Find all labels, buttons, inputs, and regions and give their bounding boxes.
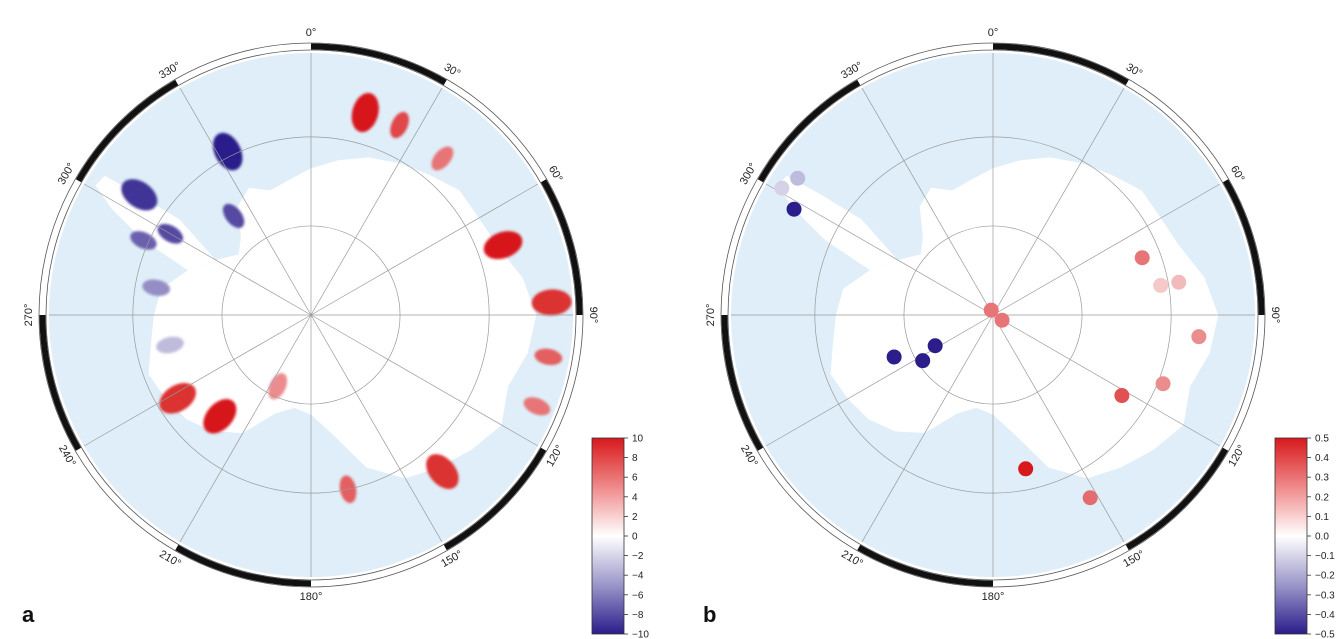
- trend-patch: [203, 399, 237, 434]
- colorbar-a: 10 8 6 4 2 0 −2 −4 −6 −8 −10: [591, 434, 649, 639]
- trend-patch: [431, 146, 454, 171]
- gps-station-marker: [927, 338, 943, 354]
- longitude-label: 120°: [1226, 443, 1248, 469]
- gps-station-marker: [915, 353, 931, 369]
- gps-station-marker: [774, 180, 790, 196]
- longitude-label: 180°: [982, 591, 1005, 603]
- trend-patch: [351, 92, 379, 133]
- colorbar-tick-label: 0.1: [1315, 512, 1329, 523]
- trend-patch: [213, 132, 243, 171]
- graticule-b: [731, 53, 1255, 577]
- longitude-label: 150°: [1121, 548, 1147, 570]
- colorbar-tick-label: −0.1: [1315, 551, 1335, 562]
- longitude-label: 330°: [839, 60, 865, 82]
- colorbar-tick-label: −8: [632, 610, 644, 621]
- longitude-label: 60°: [1228, 164, 1247, 184]
- longitude-label: 270°: [705, 304, 717, 327]
- colorbar-tick-label: 0.5: [1315, 434, 1329, 445]
- colorbar-tick-label: 0.0: [1315, 532, 1329, 543]
- trend-patch: [222, 203, 245, 228]
- panel-a-frame: [38, 42, 584, 588]
- panel-letter-b: b: [703, 602, 716, 627]
- colorbar-tick-label: −10: [632, 630, 649, 639]
- colorbar-tick-label: 6: [632, 473, 638, 484]
- gps-station-marker: [790, 170, 806, 186]
- trend-patches-a: [121, 92, 572, 504]
- colorbar-a-ramp: [591, 437, 625, 635]
- colorbar-tick-label: 0.2: [1315, 492, 1329, 503]
- trend-patch: [483, 231, 523, 260]
- panel-b-frame: [720, 42, 1266, 588]
- longitude-label: 120°: [544, 443, 566, 469]
- graticule-a: [49, 53, 573, 577]
- gps-station-marker: [1155, 376, 1171, 392]
- trend-patch: [268, 373, 288, 400]
- colorbar-b-ramp: [1274, 437, 1308, 635]
- gps-station-marker: [786, 201, 802, 217]
- colorbar-b: 0.5 0.4 0.3 0.2 0.1 0.0 −0.1 −0.2 −0.3 −0.4 −0.5: [1274, 434, 1335, 639]
- longitude-label: 30°: [442, 61, 462, 80]
- longitude-label: 0°: [988, 27, 999, 39]
- antarctic-peninsula-b: [777, 175, 898, 271]
- longitude-label: 30°: [1124, 61, 1144, 80]
- longitude-label: 270°: [23, 304, 35, 327]
- colorbar-tick-label: 8: [632, 453, 638, 464]
- colorbar-tick-label: −6: [632, 590, 644, 601]
- colorbar-tick-label: 0: [632, 532, 638, 543]
- colorbar-tick-label: 10: [632, 434, 644, 445]
- colorbar-tick-label: −2: [632, 551, 644, 562]
- longitude-label: 90°: [587, 307, 599, 324]
- colorbar-tick-label: 4: [632, 492, 638, 503]
- longitude-label: 330°: [157, 60, 183, 82]
- colorbar-tick-label: 0.4: [1315, 453, 1329, 464]
- trend-patch: [121, 179, 158, 211]
- map-panel-a: 0°30°60°90°120°150°180°210°240°270°300°3…: [22, 27, 649, 639]
- map-panel-b: 0°30°60°90°120°150°180°210°240°270°300°3…: [703, 27, 1335, 639]
- trend-patch: [130, 231, 157, 250]
- gps-station-marker: [1153, 277, 1169, 293]
- trend-patch: [156, 336, 184, 354]
- longitude-label: 150°: [439, 548, 465, 570]
- trend-patch: [531, 289, 572, 316]
- longitude-label: 180°: [300, 591, 323, 603]
- colorbar-tick-label: −0.3: [1315, 590, 1335, 601]
- antarctic-peninsula-a: [95, 175, 216, 271]
- gps-station-marker: [1082, 490, 1098, 506]
- gps-station-marker: [994, 312, 1010, 328]
- trend-patch: [534, 348, 563, 366]
- antarctica-landmass-a: [148, 157, 537, 479]
- colorbar-tick-label: −0.4: [1315, 610, 1335, 621]
- longitude-label: 300°: [56, 161, 78, 187]
- colorbar-tick-label: 0.3: [1315, 473, 1329, 484]
- panel-letter-a: a: [22, 602, 35, 627]
- trend-patch: [426, 454, 459, 490]
- gps-station-marker: [1114, 388, 1130, 404]
- gps-station-marker: [1191, 329, 1207, 345]
- longitude-label: 60°: [546, 164, 565, 184]
- trend-patch: [390, 111, 409, 139]
- gps-stations-b: [774, 170, 1207, 506]
- colorbar-tick-label: 2: [632, 512, 638, 523]
- longitude-label: 300°: [738, 161, 760, 187]
- colorbar-tick-label: −4: [632, 571, 644, 582]
- trend-patch: [523, 397, 551, 416]
- gps-station-marker: [1018, 461, 1034, 477]
- longitude-label: 90°: [1269, 307, 1281, 324]
- trend-patch: [159, 383, 196, 414]
- gps-station-marker: [983, 302, 999, 318]
- trend-patch: [142, 279, 171, 296]
- colorbar-tick-label: −0.5: [1315, 630, 1335, 639]
- gps-station-marker: [1171, 274, 1187, 290]
- gps-station-marker: [886, 349, 902, 365]
- longitude-label: 0°: [306, 27, 317, 39]
- gps-station-marker: [1134, 250, 1150, 266]
- colorbar-tick-label: −0.2: [1315, 571, 1335, 582]
